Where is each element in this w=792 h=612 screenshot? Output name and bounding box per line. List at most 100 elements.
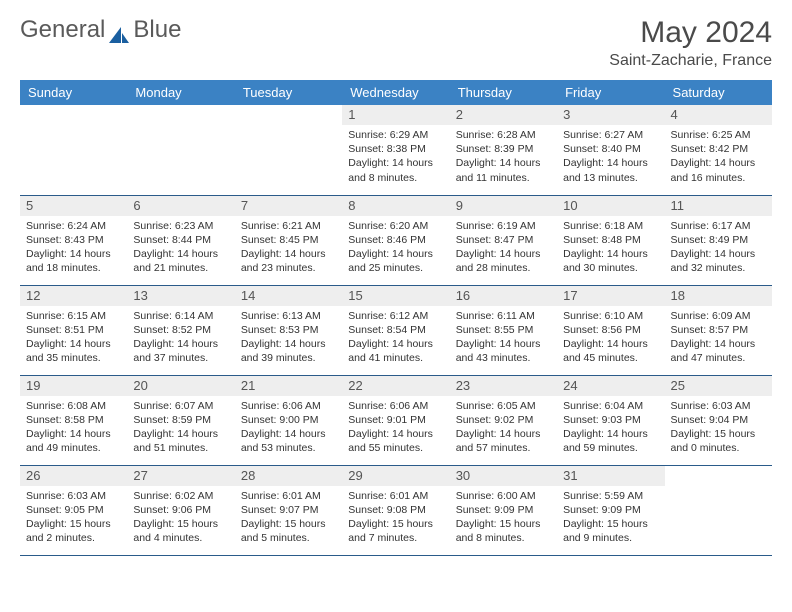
day-number: 16 — [450, 286, 557, 306]
day-number: 30 — [450, 466, 557, 486]
daylight-line: Daylight: 15 hours and 5 minutes. — [241, 518, 326, 544]
daylight-line: Daylight: 14 hours and 39 minutes. — [241, 338, 326, 364]
calendar-day-cell: 4Sunrise: 6:25 AMSunset: 8:42 PMDaylight… — [665, 105, 772, 195]
sunrise-line: Sunrise: 6:09 AM — [671, 310, 751, 322]
sunrise-line: Sunrise: 6:06 AM — [241, 400, 321, 412]
day-content: Sunrise: 6:08 AMSunset: 8:58 PMDaylight:… — [20, 396, 127, 462]
day-content: Sunrise: 6:00 AMSunset: 9:09 PMDaylight:… — [450, 486, 557, 552]
calendar-header-row: SundayMondayTuesdayWednesdayThursdayFrid… — [20, 80, 772, 105]
calendar-day-cell: 20Sunrise: 6:07 AMSunset: 8:59 PMDayligh… — [127, 375, 234, 465]
sunrise-line: Sunrise: 6:03 AM — [671, 400, 751, 412]
sunset-line: Sunset: 9:09 PM — [563, 504, 641, 516]
day-content: Sunrise: 6:07 AMSunset: 8:59 PMDaylight:… — [127, 396, 234, 462]
sunset-line: Sunset: 9:07 PM — [241, 504, 319, 516]
day-number: 12 — [20, 286, 127, 306]
day-content: Sunrise: 6:29 AMSunset: 8:38 PMDaylight:… — [342, 125, 449, 191]
day-content: Sunrise: 6:18 AMSunset: 8:48 PMDaylight:… — [557, 216, 664, 282]
day-number: 26 — [20, 466, 127, 486]
day-number: 10 — [557, 196, 664, 216]
day-content: Sunrise: 6:14 AMSunset: 8:52 PMDaylight:… — [127, 306, 234, 372]
sunset-line: Sunset: 8:44 PM — [133, 234, 211, 246]
sunrise-line: Sunrise: 6:14 AM — [133, 310, 213, 322]
day-number: 1 — [342, 105, 449, 125]
sunset-line: Sunset: 9:01 PM — [348, 414, 426, 426]
day-content: Sunrise: 6:19 AMSunset: 8:47 PMDaylight:… — [450, 216, 557, 282]
daylight-line: Daylight: 15 hours and 4 minutes. — [133, 518, 218, 544]
weekday-header: Saturday — [665, 80, 772, 105]
daylight-line: Daylight: 14 hours and 35 minutes. — [26, 338, 111, 364]
day-number: 4 — [665, 105, 772, 125]
weekday-header: Wednesday — [342, 80, 449, 105]
calendar-week: 12Sunrise: 6:15 AMSunset: 8:51 PMDayligh… — [20, 285, 772, 375]
daylight-line: Daylight: 14 hours and 32 minutes. — [671, 248, 756, 274]
sunrise-line: Sunrise: 6:13 AM — [241, 310, 321, 322]
calendar-day-cell: 29Sunrise: 6:01 AMSunset: 9:08 PMDayligh… — [342, 465, 449, 555]
day-content: Sunrise: 6:05 AMSunset: 9:02 PMDaylight:… — [450, 396, 557, 462]
daylight-line: Daylight: 15 hours and 9 minutes. — [563, 518, 648, 544]
day-number: 11 — [665, 196, 772, 216]
sunset-line: Sunset: 9:02 PM — [456, 414, 534, 426]
sunrise-line: Sunrise: 6:12 AM — [348, 310, 428, 322]
calendar-day-cell: 14Sunrise: 6:13 AMSunset: 8:53 PMDayligh… — [235, 285, 342, 375]
sunrise-line: Sunrise: 6:01 AM — [348, 490, 428, 502]
calendar-day-cell — [235, 105, 342, 195]
day-content: Sunrise: 6:20 AMSunset: 8:46 PMDaylight:… — [342, 216, 449, 282]
day-content: Sunrise: 6:06 AMSunset: 9:00 PMDaylight:… — [235, 396, 342, 462]
calendar-day-cell: 12Sunrise: 6:15 AMSunset: 8:51 PMDayligh… — [20, 285, 127, 375]
sunrise-line: Sunrise: 6:03 AM — [26, 490, 106, 502]
calendar-day-cell: 9Sunrise: 6:19 AMSunset: 8:47 PMDaylight… — [450, 195, 557, 285]
daylight-line: Daylight: 14 hours and 57 minutes. — [456, 428, 541, 454]
calendar-day-cell: 11Sunrise: 6:17 AMSunset: 8:49 PMDayligh… — [665, 195, 772, 285]
sunset-line: Sunset: 8:57 PM — [671, 324, 749, 336]
daylight-line: Daylight: 15 hours and 8 minutes. — [456, 518, 541, 544]
calendar-body: 1Sunrise: 6:29 AMSunset: 8:38 PMDaylight… — [20, 105, 772, 555]
day-number: 6 — [127, 196, 234, 216]
sunrise-line: Sunrise: 6:07 AM — [133, 400, 213, 412]
calendar-day-cell: 26Sunrise: 6:03 AMSunset: 9:05 PMDayligh… — [20, 465, 127, 555]
daylight-line: Daylight: 14 hours and 37 minutes. — [133, 338, 218, 364]
calendar-day-cell: 17Sunrise: 6:10 AMSunset: 8:56 PMDayligh… — [557, 285, 664, 375]
sunset-line: Sunset: 9:00 PM — [241, 414, 319, 426]
sunset-line: Sunset: 8:56 PM — [563, 324, 641, 336]
daylight-line: Daylight: 14 hours and 16 minutes. — [671, 157, 756, 183]
day-number: 8 — [342, 196, 449, 216]
daylight-line: Daylight: 14 hours and 8 minutes. — [348, 157, 433, 183]
day-content: Sunrise: 6:24 AMSunset: 8:43 PMDaylight:… — [20, 216, 127, 282]
calendar-day-cell: 16Sunrise: 6:11 AMSunset: 8:55 PMDayligh… — [450, 285, 557, 375]
day-number-empty — [127, 105, 234, 125]
calendar-day-cell: 19Sunrise: 6:08 AMSunset: 8:58 PMDayligh… — [20, 375, 127, 465]
weekday-header: Tuesday — [235, 80, 342, 105]
daylight-line: Daylight: 14 hours and 13 minutes. — [563, 157, 648, 183]
sunrise-line: Sunrise: 6:23 AM — [133, 220, 213, 232]
sunset-line: Sunset: 8:58 PM — [26, 414, 104, 426]
brand-word2: Blue — [133, 16, 181, 44]
sunrise-line: Sunrise: 6:10 AM — [563, 310, 643, 322]
sunrise-line: Sunrise: 6:27 AM — [563, 129, 643, 141]
calendar-day-cell: 24Sunrise: 6:04 AMSunset: 9:03 PMDayligh… — [557, 375, 664, 465]
calendar-week: 5Sunrise: 6:24 AMSunset: 8:43 PMDaylight… — [20, 195, 772, 285]
sunset-line: Sunset: 8:59 PM — [133, 414, 211, 426]
sunset-line: Sunset: 9:05 PM — [26, 504, 104, 516]
brand-word1: General — [20, 16, 105, 44]
day-content: Sunrise: 6:28 AMSunset: 8:39 PMDaylight:… — [450, 125, 557, 191]
sunset-line: Sunset: 8:46 PM — [348, 234, 426, 246]
day-content: Sunrise: 6:03 AMSunset: 9:04 PMDaylight:… — [665, 396, 772, 462]
day-number: 28 — [235, 466, 342, 486]
weekday-header: Thursday — [450, 80, 557, 105]
page-header: General Blue May 2024 Saint-Zacharie, Fr… — [20, 16, 772, 70]
day-number: 3 — [557, 105, 664, 125]
sunrise-line: Sunrise: 6:25 AM — [671, 129, 751, 141]
sunset-line: Sunset: 8:43 PM — [26, 234, 104, 246]
brand-logo: General Blue — [20, 16, 181, 44]
calendar-day-cell: 28Sunrise: 6:01 AMSunset: 9:07 PMDayligh… — [235, 465, 342, 555]
sunset-line: Sunset: 8:47 PM — [456, 234, 534, 246]
sunset-line: Sunset: 8:49 PM — [671, 234, 749, 246]
day-number: 9 — [450, 196, 557, 216]
calendar-day-cell: 27Sunrise: 6:02 AMSunset: 9:06 PMDayligh… — [127, 465, 234, 555]
sunset-line: Sunset: 8:53 PM — [241, 324, 319, 336]
calendar-day-cell: 31Sunrise: 5:59 AMSunset: 9:09 PMDayligh… — [557, 465, 664, 555]
day-number: 31 — [557, 466, 664, 486]
daylight-line: Daylight: 14 hours and 59 minutes. — [563, 428, 648, 454]
sunset-line: Sunset: 9:04 PM — [671, 414, 749, 426]
day-content: Sunrise: 6:06 AMSunset: 9:01 PMDaylight:… — [342, 396, 449, 462]
